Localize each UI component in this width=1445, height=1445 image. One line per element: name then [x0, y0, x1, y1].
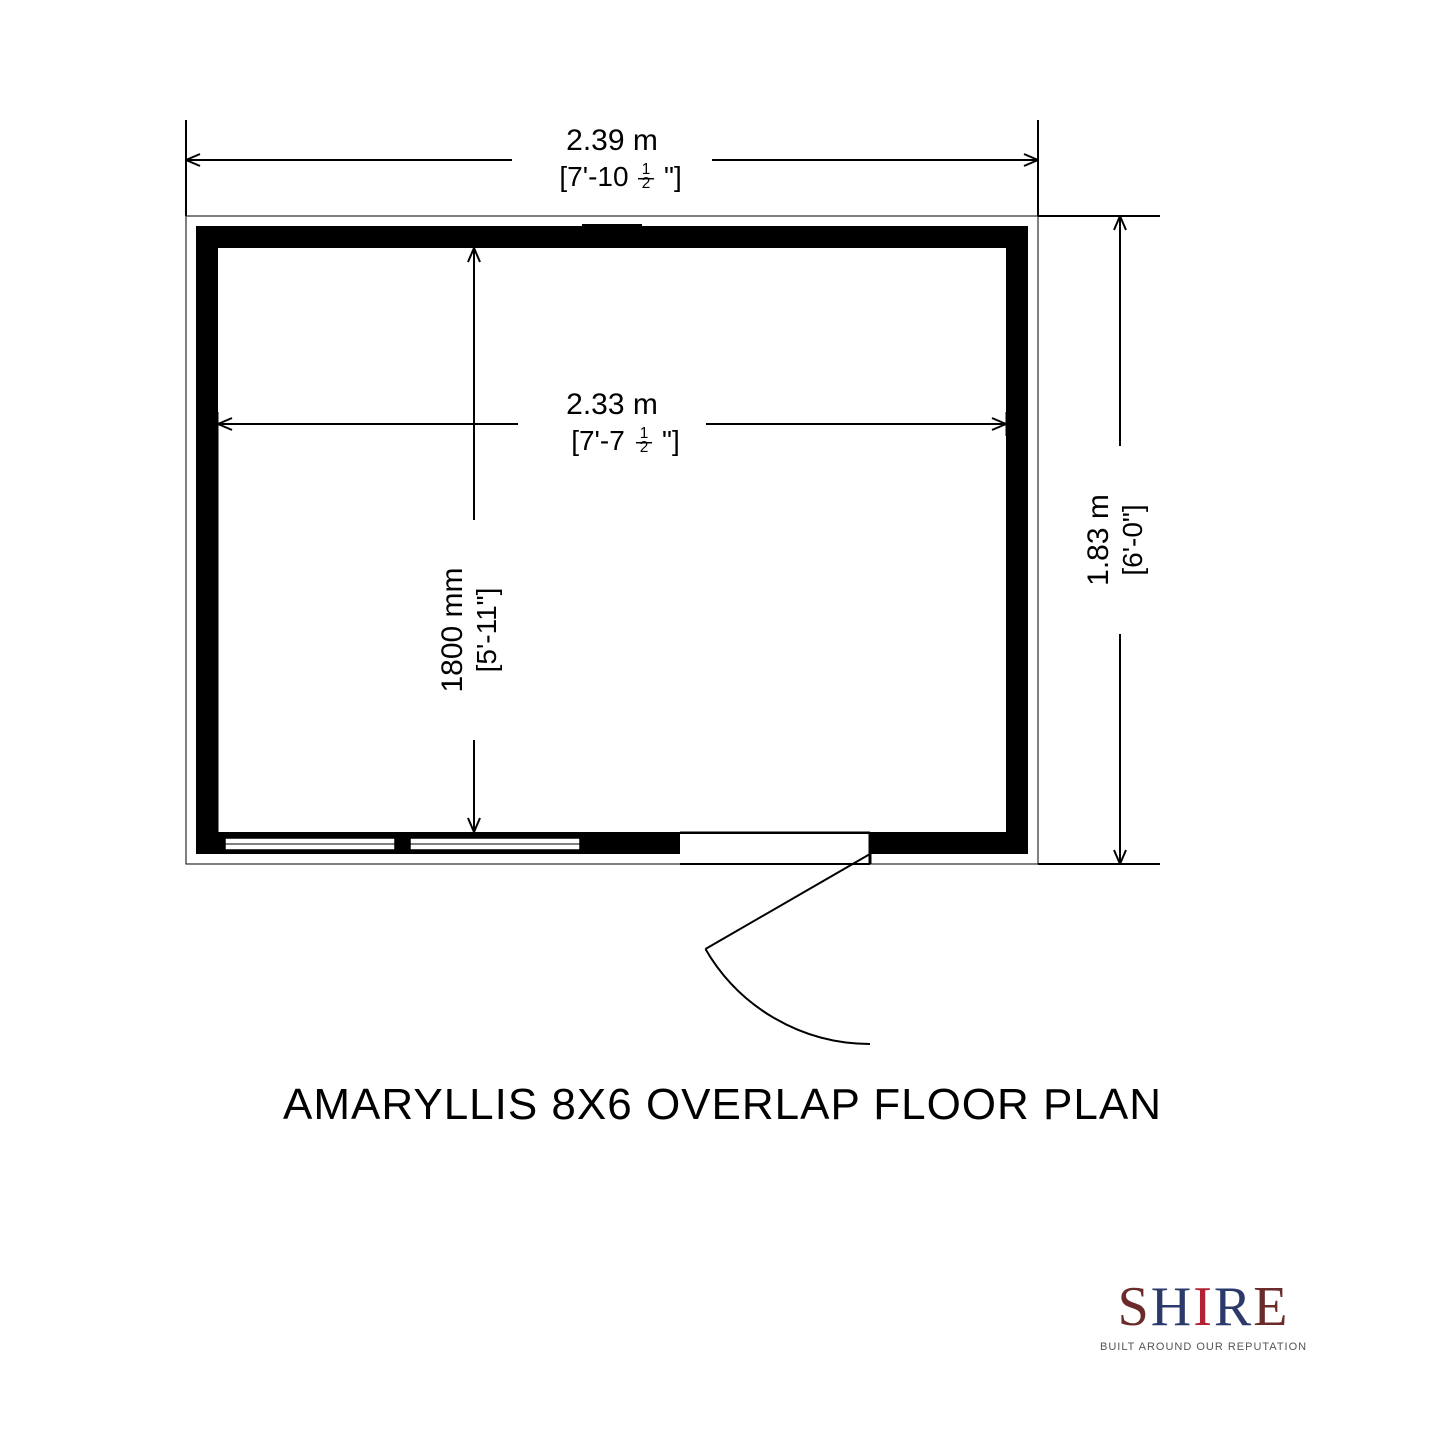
svg-text:2: 2	[640, 439, 649, 456]
svg-text:1.83 m: 1.83 m	[1082, 494, 1115, 586]
svg-text:"]: "]	[664, 161, 682, 192]
floor-plan-svg: 2.39 m[7'-1012"]2.33 m[7'-712"]1800 mm[5…	[0, 0, 1445, 1445]
svg-text:[7'-10: [7'-10	[559, 161, 628, 192]
svg-text:[5'-11"]: [5'-11"]	[471, 588, 502, 673]
svg-text:[6'-0"]: [6'-0"]	[1117, 504, 1148, 575]
floor-plan-canvas: 2.39 m[7'-1012"]2.33 m[7'-712"]1800 mm[5…	[0, 0, 1445, 1445]
svg-text:1800 mm: 1800 mm	[436, 567, 469, 692]
svg-text:2.33 m: 2.33 m	[566, 388, 658, 421]
svg-text:2: 2	[642, 175, 651, 192]
svg-text:"]: "]	[662, 425, 680, 456]
logo-tagline: BUILT AROUND OUR REPUTATION	[1100, 1341, 1307, 1353]
svg-text:[7'-7: [7'-7	[571, 425, 625, 456]
plan-title: AMARYLLIS 8X6 OVERLAP FLOOR PLAN	[0, 1080, 1445, 1130]
brand-logo: SHIRE BUILT AROUND OUR REPUTATION	[1100, 1275, 1307, 1353]
logo-text: SHIRE	[1100, 1275, 1307, 1339]
svg-text:2.39 m: 2.39 m	[566, 124, 658, 157]
